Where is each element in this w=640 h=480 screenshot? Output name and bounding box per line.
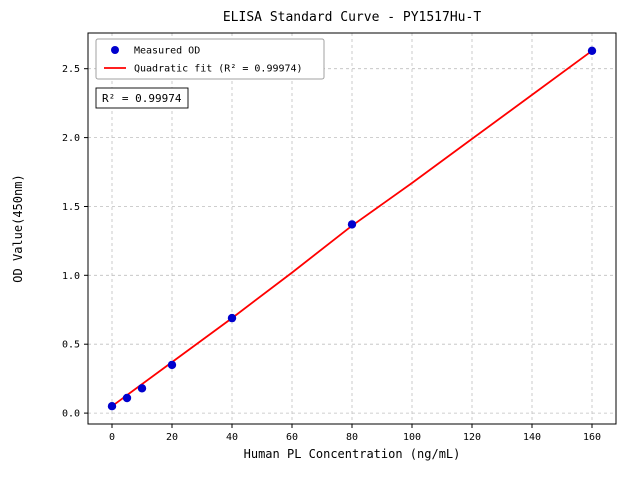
data-point xyxy=(122,393,132,403)
x-tick-label: 160 xyxy=(583,432,601,443)
y-tick-label: 1.0 xyxy=(62,271,80,282)
x-tick-label: 40 xyxy=(226,432,238,443)
data-point xyxy=(347,220,357,229)
x-tick-label: 120 xyxy=(463,432,481,443)
data-point xyxy=(167,360,177,370)
data-point xyxy=(227,313,237,323)
x-axis-ticks: 0 20 40 60 80 100 120 140 160 xyxy=(109,424,601,443)
chart-title: ELISA Standard Curve - PY1517Hu-T xyxy=(223,10,481,25)
x-tick-label: 140 xyxy=(523,432,541,443)
x-axis-label: Human PL Concentration (ng/mL) xyxy=(244,447,461,461)
grid-lines xyxy=(88,33,616,424)
r-squared-text: R² = 0.99974 xyxy=(102,92,182,105)
y-tick-label: 1.5 xyxy=(62,202,80,213)
y-axis-label: OD Value(450nm) xyxy=(11,174,25,282)
data-point xyxy=(137,384,147,393)
y-tick-label: 2.0 xyxy=(62,133,80,144)
data-point xyxy=(587,46,597,55)
x-tick-label: 60 xyxy=(286,432,298,443)
scatter-points xyxy=(107,46,597,411)
x-tick-label: 0 xyxy=(109,432,115,443)
x-tick-label: 80 xyxy=(346,432,358,443)
legend-label: Measured OD xyxy=(134,46,200,57)
data-point xyxy=(107,402,117,411)
y-axis-ticks: 0.0 0.5 1.0 1.5 2.0 2.5 xyxy=(62,64,88,420)
r-squared-annotation: R² = 0.99974 xyxy=(95,87,189,109)
legend-marker-dot xyxy=(111,46,119,54)
x-tick-label: 100 xyxy=(403,432,421,443)
y-tick-label: 2.5 xyxy=(62,64,80,75)
x-tick-label: 20 xyxy=(166,432,178,443)
legend-label: Quadratic fit (R² = 0.99974) xyxy=(134,64,303,75)
y-tick-label: 0.5 xyxy=(62,340,80,351)
legend: Measured OD Quadratic fit (R² = 0.99974) xyxy=(95,38,325,80)
y-tick-label: 0.0 xyxy=(62,409,80,420)
